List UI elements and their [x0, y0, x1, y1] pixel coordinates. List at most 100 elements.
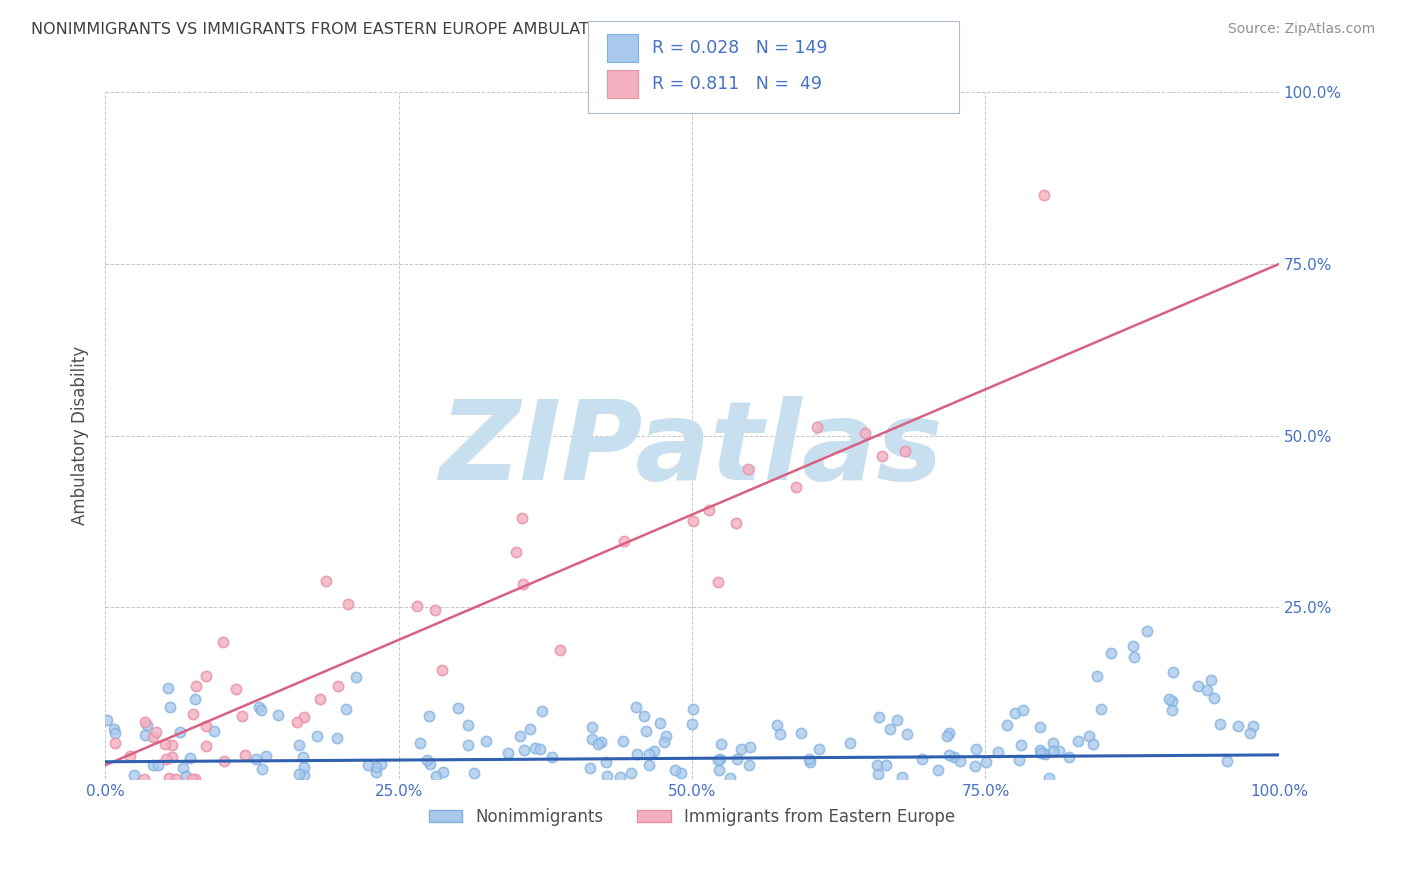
Point [730, 742, 752, 756]
Point [879, 722, 901, 736]
Point [707, 575, 730, 590]
Point [292, 760, 315, 774]
Point [974, 755, 997, 769]
Point [1033, 188, 1056, 202]
Point [267, 707, 290, 722]
Point [247, 700, 270, 714]
Text: NONIMMIGRANTS VS IMMIGRANTS FROM EASTERN EUROPE AMBULATORY DISABILITY CORRELATIO: NONIMMIGRANTS VS IMMIGRANTS FROM EASTERN… [31, 22, 893, 37]
Point [160, 750, 183, 764]
Point [512, 577, 534, 591]
Point [1161, 703, 1184, 717]
Point [709, 752, 731, 766]
Point [194, 669, 217, 683]
Point [250, 762, 273, 776]
Point [634, 724, 657, 739]
Point [1029, 743, 1052, 757]
Point [457, 718, 479, 732]
Point [1042, 744, 1064, 758]
Point [1042, 736, 1064, 750]
Point [1209, 716, 1232, 731]
Point [1033, 747, 1056, 761]
Point [292, 710, 315, 724]
Point [202, 723, 225, 738]
Point [1007, 753, 1029, 767]
Point [146, 757, 169, 772]
Point [160, 738, 183, 752]
Point [447, 701, 470, 715]
Point [328, 679, 350, 693]
Point [529, 741, 551, 756]
Point [370, 757, 392, 772]
Point [254, 749, 277, 764]
Point [523, 740, 546, 755]
Point [155, 751, 177, 765]
Point [1241, 719, 1264, 733]
Point [738, 757, 761, 772]
Point [231, 708, 253, 723]
Point [132, 772, 155, 786]
Point [364, 764, 387, 779]
Point [124, 768, 146, 782]
Point [740, 740, 762, 755]
Point [145, 725, 167, 739]
Point [896, 727, 918, 741]
Point [288, 739, 311, 753]
Point [886, 713, 908, 727]
Point [1122, 640, 1144, 654]
Point [595, 756, 617, 770]
Point [159, 700, 181, 714]
Point [233, 747, 256, 762]
Point [134, 728, 156, 742]
Point [654, 729, 676, 743]
Point [176, 769, 198, 783]
Point [135, 717, 157, 731]
Point [153, 737, 176, 751]
Point [510, 511, 533, 525]
Point [943, 750, 966, 764]
Point [463, 766, 485, 780]
Point [866, 758, 889, 772]
Point [1159, 692, 1181, 706]
Point [157, 771, 180, 785]
Point [581, 720, 603, 734]
Point [838, 736, 860, 750]
Point [409, 736, 432, 750]
Point [245, 752, 267, 766]
Point [212, 754, 235, 768]
Point [505, 545, 527, 559]
Point [710, 738, 733, 752]
Point [737, 462, 759, 476]
Point [965, 759, 987, 773]
Point [807, 742, 830, 756]
Point [799, 756, 821, 770]
Point [134, 714, 156, 729]
Point [664, 763, 686, 777]
Point [1136, 624, 1159, 639]
Point [337, 598, 360, 612]
Point [292, 768, 315, 782]
Point [335, 702, 357, 716]
Point [626, 747, 648, 761]
Point [179, 751, 201, 765]
Point [995, 717, 1018, 731]
Point [868, 709, 890, 723]
Point [344, 670, 367, 684]
Point [508, 729, 530, 743]
Point [326, 731, 349, 745]
Point [1123, 649, 1146, 664]
Point [183, 707, 205, 722]
Point [1226, 719, 1249, 733]
Point [1204, 690, 1226, 705]
Point [799, 752, 821, 766]
Point [104, 726, 127, 740]
Point [1197, 682, 1219, 697]
Point [725, 516, 748, 530]
Point [927, 764, 949, 778]
Point [637, 758, 659, 772]
Point [475, 734, 498, 748]
Point [938, 726, 960, 740]
Point [405, 599, 427, 613]
Legend: Nonimmigrants, Immigrants from Eastern Europe: Nonimmigrants, Immigrants from Eastern E… [422, 801, 962, 832]
Point [287, 766, 309, 780]
Point [579, 760, 602, 774]
